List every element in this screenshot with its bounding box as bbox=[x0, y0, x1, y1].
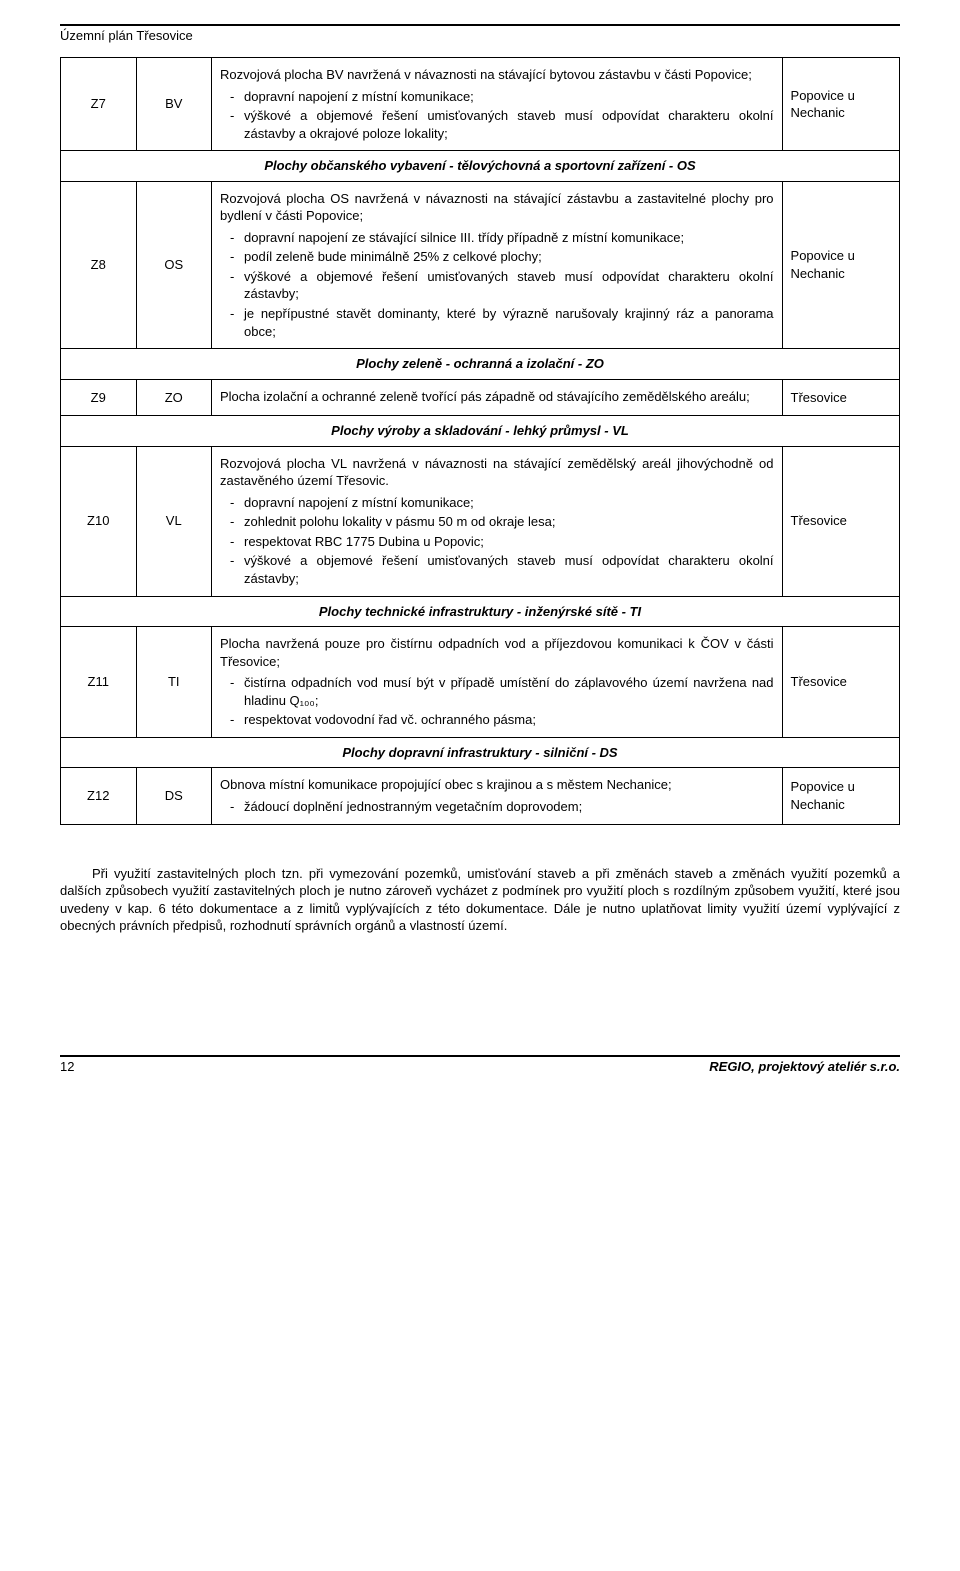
zone-code-cell: Z9 bbox=[61, 379, 137, 416]
table-row: Z11TIPlocha navržená pouze pro čistírnu … bbox=[61, 627, 900, 738]
description-intro: Obnova místní komunikace propojující obe… bbox=[220, 776, 774, 794]
location-cell: Třesovice bbox=[782, 627, 899, 738]
description-bullet-list: dopravní napojení z místní komunikace;zo… bbox=[220, 494, 774, 588]
zone-code-cell: Z12 bbox=[61, 768, 137, 824]
section-header-row: Plochy občanského vybavení - tělovýchovn… bbox=[61, 151, 900, 182]
section-header-cell: Plochy technické infrastruktury - inžený… bbox=[61, 596, 900, 627]
section-header-row: Plochy technické infrastruktury - inžený… bbox=[61, 596, 900, 627]
zone-description-cell: Obnova místní komunikace propojující obe… bbox=[212, 768, 783, 824]
section-header-row: Plochy zeleně - ochranná a izolační - ZO bbox=[61, 349, 900, 380]
description-bullet-list: dopravní napojení ze stávající silnice I… bbox=[220, 229, 774, 340]
zone-type-cell: ZO bbox=[136, 379, 212, 416]
description-intro: Plocha navržená pouze pro čistírnu odpad… bbox=[220, 635, 774, 670]
zone-description-cell: Rozvojová plocha BV navržená v návaznost… bbox=[212, 58, 783, 151]
page-number: 12 bbox=[60, 1059, 74, 1074]
section-header-cell: Plochy občanského vybavení - tělovýchovn… bbox=[61, 151, 900, 182]
description-bullet: dopravní napojení z místní komunikace; bbox=[234, 494, 774, 512]
zone-description-cell: Rozvojová plocha VL navržená v návaznost… bbox=[212, 446, 783, 596]
description-bullet: čistírna odpadních vod musí být v případ… bbox=[234, 674, 774, 709]
zone-type-cell: OS bbox=[136, 181, 212, 348]
zone-description-cell: Plocha izolační a ochranné zeleně tvoříc… bbox=[212, 379, 783, 416]
document-title: Územní plán Třesovice bbox=[60, 28, 900, 43]
description-bullet: podíl zeleně bude minimálně 25% z celkov… bbox=[234, 248, 774, 266]
location-cell: Třesovice bbox=[782, 379, 899, 416]
zoning-table: Z7BV Rozvojová plocha BV navržená v návaz… bbox=[60, 57, 900, 825]
description-bullet: dopravní napojení ze stávající silnice I… bbox=[234, 229, 774, 247]
description-bullet-list: dopravní napojení z místní komunikace;vý… bbox=[220, 88, 774, 143]
description-intro: Plocha izolační a ochranné zeleně tvoříc… bbox=[220, 388, 774, 406]
table-row: Z12DS Obnova místní komunikace propojujíc… bbox=[61, 768, 900, 824]
zone-code-cell: Z8 bbox=[61, 181, 137, 348]
description-bullet: zohlednit polohu lokality v pásmu 50 m o… bbox=[234, 513, 774, 531]
page-footer: 12 REGIO, projektový ateliér s.r.o. bbox=[60, 1055, 900, 1074]
table-row: Z8OSRozvojová plocha OS navržená v návaz… bbox=[61, 181, 900, 348]
description-bullet: dopravní napojení z místní komunikace; bbox=[234, 88, 774, 106]
section-header-row: Plochy dopravní infrastruktury - silničn… bbox=[61, 737, 900, 768]
location-cell: Popovice u Nechanic bbox=[782, 58, 899, 151]
section-header-row: Plochy výroby a skladování - lehký průmy… bbox=[61, 416, 900, 447]
description-bullet: výškové a objemové řešení umisťovaných s… bbox=[234, 268, 774, 303]
zone-type-cell: VL bbox=[136, 446, 212, 596]
description-bullet-list: žádoucí doplnění jednostranným vegetační… bbox=[220, 798, 774, 816]
document-page: Územní plán Třesovice Z7BV Rozvojová ploc… bbox=[0, 0, 960, 1114]
description-bullet: je nepřípustné stavět dominanty, které b… bbox=[234, 305, 774, 340]
description-intro: Rozvojová plocha VL navržená v návaznost… bbox=[220, 455, 774, 490]
description-bullet: respektovat vodovodní řad vč. ochranného… bbox=[234, 711, 774, 729]
section-header-cell: Plochy zeleně - ochranná a izolační - ZO bbox=[61, 349, 900, 380]
section-header-cell: Plochy dopravní infrastruktury - silničn… bbox=[61, 737, 900, 768]
location-cell: Popovice u Nechanic bbox=[782, 181, 899, 348]
footer-org: REGIO, projektový ateliér s.r.o. bbox=[709, 1059, 900, 1074]
zone-type-cell: TI bbox=[136, 627, 212, 738]
location-cell: Třesovice bbox=[782, 446, 899, 596]
zone-description-cell: Plocha navržená pouze pro čistírnu odpad… bbox=[212, 627, 783, 738]
description-bullet-list: čistírna odpadních vod musí být v případ… bbox=[220, 674, 774, 729]
description-intro: Rozvojová plocha OS navržená v návaznost… bbox=[220, 190, 774, 225]
zone-code-cell: Z10 bbox=[61, 446, 137, 596]
table-row: Z9ZO Plocha izolační a ochranné zeleně tv… bbox=[61, 379, 900, 416]
top-rule bbox=[60, 24, 900, 26]
description-bullet: výškové a objemové řešení umisťovaných s… bbox=[234, 552, 774, 587]
table-row: Z10VLRozvojová plocha VL navržená v náva… bbox=[61, 446, 900, 596]
description-bullet: žádoucí doplnění jednostranným vegetační… bbox=[234, 798, 774, 816]
zone-code-cell: Z11 bbox=[61, 627, 137, 738]
description-bullet: výškové a objemové řešení umisťovaných s… bbox=[234, 107, 774, 142]
body-paragraph: Při využití zastavitelných ploch tzn. př… bbox=[60, 865, 900, 935]
location-cell: Popovice u Nechanic bbox=[782, 768, 899, 824]
zone-description-cell: Rozvojová plocha OS navržená v návaznost… bbox=[212, 181, 783, 348]
zone-code-cell: Z7 bbox=[61, 58, 137, 151]
section-header-cell: Plochy výroby a skladování - lehký průmy… bbox=[61, 416, 900, 447]
description-bullet: respektovat RBC 1775 Dubina u Popovic; bbox=[234, 533, 774, 551]
table-row: Z7BV Rozvojová plocha BV navržená v návaz… bbox=[61, 58, 900, 151]
zone-type-cell: DS bbox=[136, 768, 212, 824]
zone-type-cell: BV bbox=[136, 58, 212, 151]
description-intro: Rozvojová plocha BV navržená v návaznost… bbox=[220, 66, 774, 84]
